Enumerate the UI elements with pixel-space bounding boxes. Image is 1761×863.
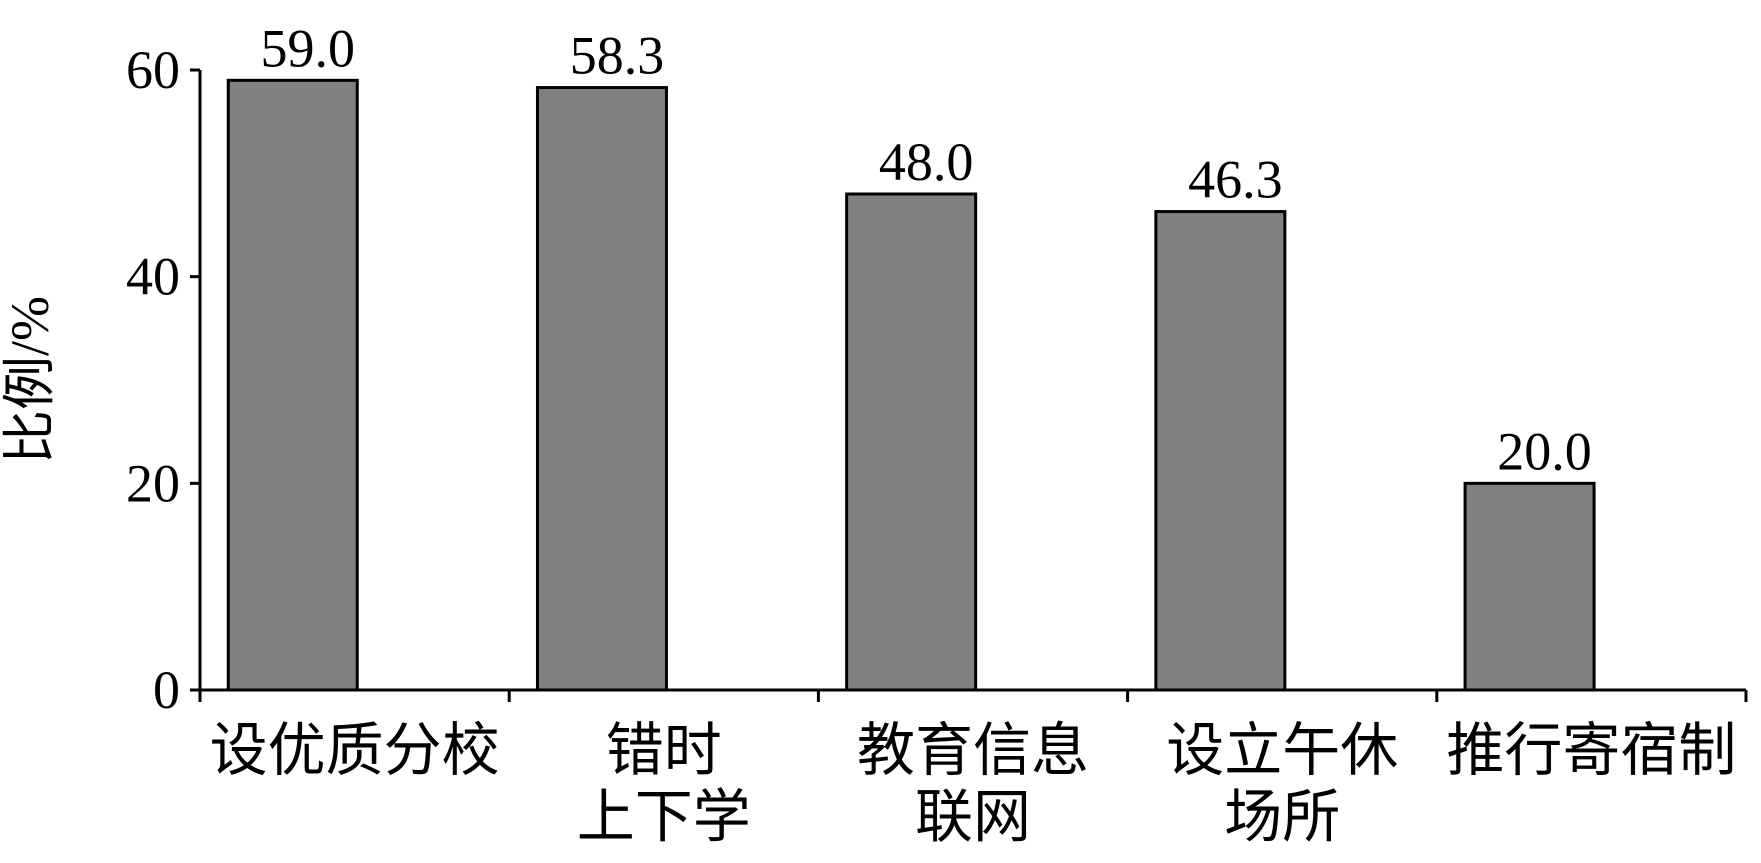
bar [1154,210,1287,692]
x-tick-label: 设优质分校 [210,718,500,783]
bar [226,78,359,692]
y-tick-label: 0 [153,660,180,720]
x-tick-label: 错时上下学 [577,718,751,850]
y-axis-label: 比例/% [0,296,60,464]
value-label: 58.3 [570,26,665,86]
bar [845,192,978,692]
value-label: 20.0 [1497,421,1592,481]
value-label: 46.3 [1188,150,1283,210]
bar [535,86,668,692]
bar [1463,481,1596,692]
y-tick-label: 20 [126,453,180,513]
x-tick-label: 教育信息联网 [857,718,1089,850]
x-tick-label: 设立午休场所 [1166,718,1398,850]
y-tick-label: 40 [126,247,180,307]
value-label: 59.0 [261,18,356,78]
x-tick-label: 推行寄宿制 [1446,718,1736,783]
y-tick-label: 60 [126,40,180,100]
value-label: 48.0 [879,132,974,192]
